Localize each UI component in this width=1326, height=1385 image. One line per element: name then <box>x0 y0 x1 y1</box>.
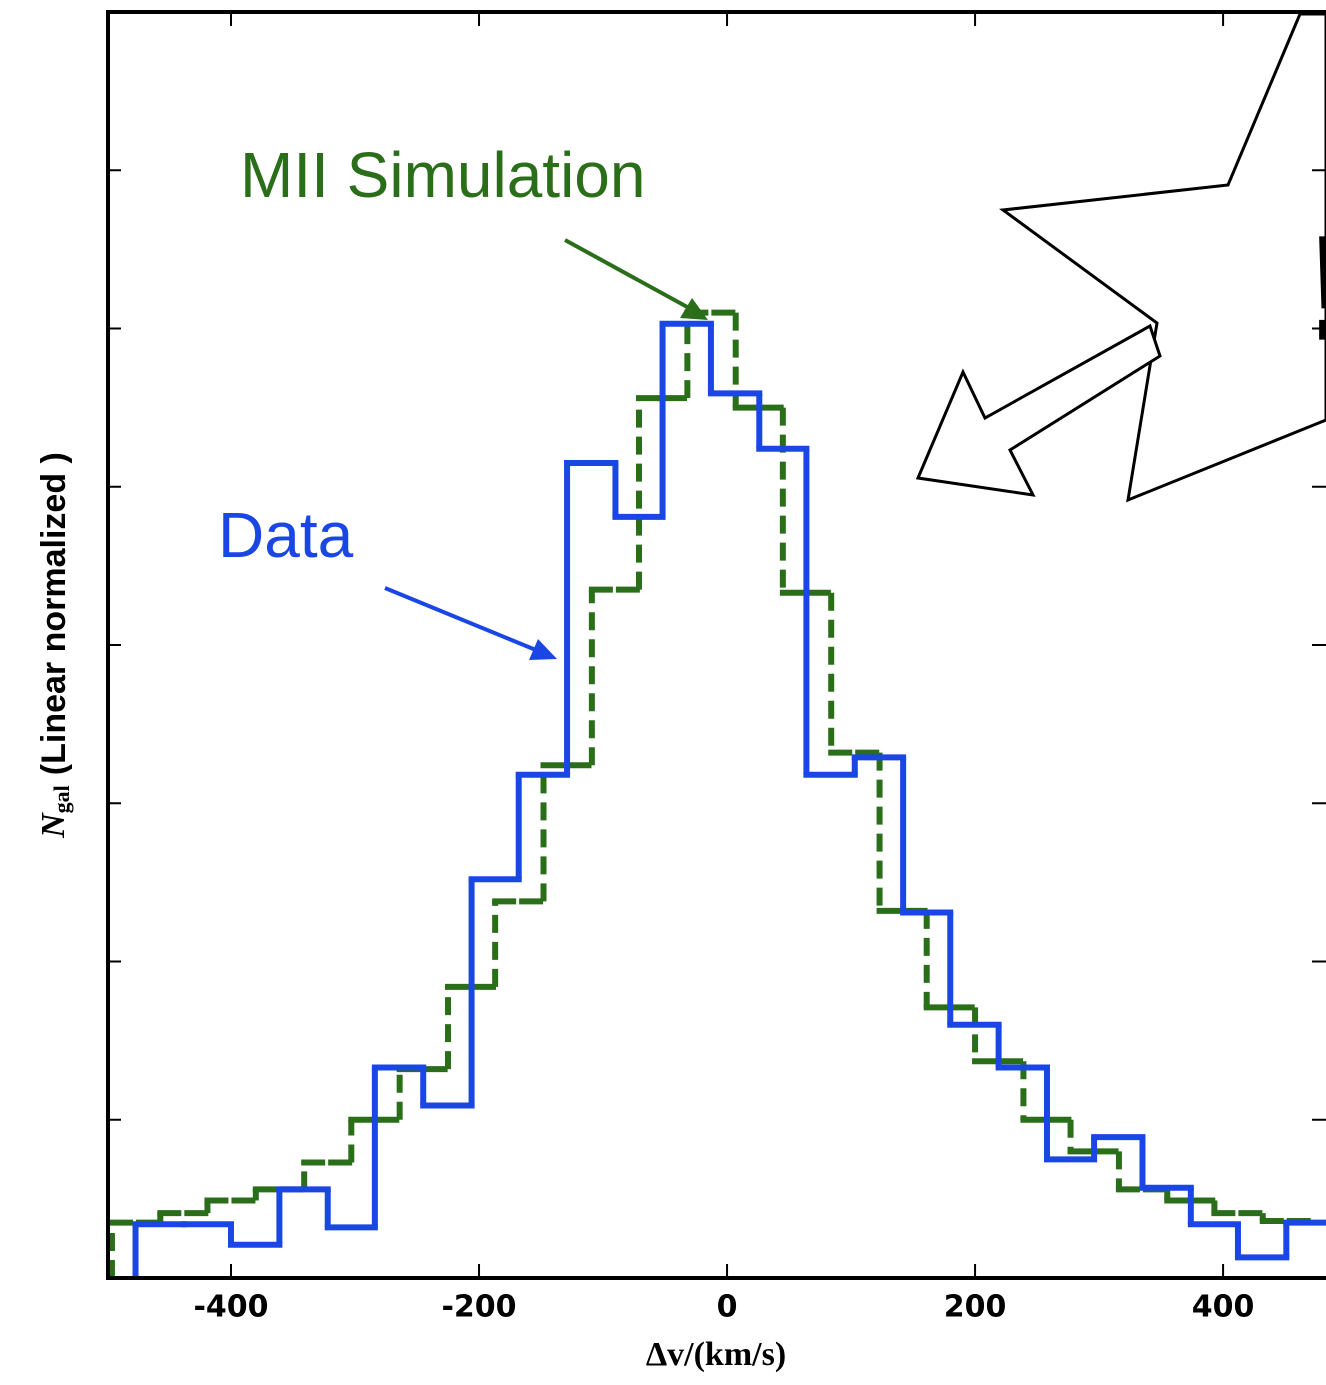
y-label-symbol: N <box>35 812 72 839</box>
x-tick-label: 0 <box>717 1290 738 1325</box>
y-label-text: (Linear normalized ) <box>35 452 73 775</box>
y-axis-label: Ngal (Linear normalized ) <box>35 452 74 839</box>
sim-annotation: MII Simulation <box>240 139 645 211</box>
y-label-subscript: gal <box>49 785 74 813</box>
callout-text: ! <box>1305 204 1326 372</box>
data-arrow-head <box>529 639 557 660</box>
callout-arrow <box>915 323 1162 497</box>
x-tick-label: -200 <box>441 1290 516 1325</box>
data-arrow <box>384 586 549 657</box>
plot-area <box>108 309 1326 1278</box>
sim-arrow-head <box>680 298 708 320</box>
data-annotation: Data <box>218 499 354 571</box>
x-tick-label: 400 <box>1192 1290 1255 1325</box>
x-axis-label: Δv/(km/s) <box>646 1336 786 1373</box>
sim-arrow <box>564 238 701 316</box>
x-tick-label: 200 <box>944 1290 1007 1325</box>
callout-star <box>999 12 1326 503</box>
x-tick-label: -400 <box>193 1290 268 1325</box>
y-axis-label-text: Ngal (Linear normalized ) <box>35 452 74 839</box>
